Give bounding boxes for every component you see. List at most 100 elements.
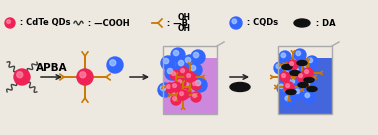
Polygon shape <box>278 58 332 114</box>
Ellipse shape <box>294 19 310 27</box>
Ellipse shape <box>290 70 300 75</box>
Circle shape <box>297 72 307 82</box>
Text: : CQDs: : CQDs <box>244 18 278 28</box>
Circle shape <box>176 58 190 72</box>
Circle shape <box>277 82 289 94</box>
Circle shape <box>194 52 199 58</box>
Text: : —B: : —B <box>164 18 188 28</box>
Circle shape <box>284 71 288 76</box>
Ellipse shape <box>282 65 292 70</box>
Circle shape <box>195 80 201 86</box>
Circle shape <box>161 56 175 70</box>
Circle shape <box>176 78 186 88</box>
Circle shape <box>191 80 201 90</box>
Circle shape <box>276 64 280 69</box>
Circle shape <box>183 55 197 69</box>
Circle shape <box>305 70 308 73</box>
Circle shape <box>232 19 237 24</box>
Text: : —COOH: : —COOH <box>85 18 130 28</box>
Circle shape <box>281 53 286 58</box>
Circle shape <box>294 68 299 73</box>
Circle shape <box>305 81 310 86</box>
Circle shape <box>77 69 93 85</box>
Circle shape <box>187 74 191 77</box>
Circle shape <box>167 68 173 74</box>
Circle shape <box>181 88 191 98</box>
Circle shape <box>172 72 175 75</box>
Circle shape <box>305 93 310 98</box>
Circle shape <box>163 58 169 64</box>
Circle shape <box>280 72 290 82</box>
Ellipse shape <box>230 82 250 92</box>
Circle shape <box>279 51 291 63</box>
Text: OH: OH <box>178 24 191 33</box>
Circle shape <box>193 94 197 97</box>
Circle shape <box>181 69 184 72</box>
Circle shape <box>284 82 294 92</box>
Circle shape <box>291 59 296 64</box>
Circle shape <box>282 69 294 81</box>
Polygon shape <box>163 58 217 114</box>
Circle shape <box>180 92 183 95</box>
Circle shape <box>296 51 301 56</box>
Ellipse shape <box>297 60 307 65</box>
Circle shape <box>230 17 242 29</box>
Circle shape <box>274 62 286 74</box>
Circle shape <box>185 72 195 82</box>
Circle shape <box>171 95 181 105</box>
Circle shape <box>14 69 30 85</box>
Ellipse shape <box>304 77 314 82</box>
Circle shape <box>80 72 86 78</box>
Circle shape <box>183 90 186 94</box>
Circle shape <box>191 92 201 102</box>
Circle shape <box>193 78 207 92</box>
Circle shape <box>191 65 196 71</box>
Circle shape <box>179 67 189 77</box>
Circle shape <box>289 57 301 69</box>
Circle shape <box>173 97 177 100</box>
Circle shape <box>302 61 314 73</box>
Circle shape <box>174 50 179 56</box>
Circle shape <box>189 75 192 78</box>
Circle shape <box>5 18 15 28</box>
Circle shape <box>294 49 306 61</box>
Circle shape <box>178 60 184 66</box>
Circle shape <box>285 96 290 101</box>
Circle shape <box>173 84 177 87</box>
Circle shape <box>178 90 188 100</box>
Circle shape <box>187 73 197 83</box>
Circle shape <box>185 57 191 63</box>
Circle shape <box>165 83 175 93</box>
Circle shape <box>279 84 284 89</box>
Circle shape <box>171 82 181 92</box>
Circle shape <box>160 85 166 91</box>
Ellipse shape <box>286 90 296 94</box>
Circle shape <box>303 91 315 103</box>
Circle shape <box>282 74 285 77</box>
Circle shape <box>290 62 293 65</box>
Circle shape <box>303 79 315 91</box>
Circle shape <box>165 66 179 80</box>
Circle shape <box>295 89 300 94</box>
Circle shape <box>178 80 181 84</box>
Circle shape <box>308 58 313 63</box>
Circle shape <box>288 60 298 70</box>
Circle shape <box>299 74 302 77</box>
Circle shape <box>286 84 290 87</box>
Circle shape <box>292 66 304 78</box>
Circle shape <box>7 20 11 23</box>
Circle shape <box>191 50 205 64</box>
Circle shape <box>158 83 172 97</box>
Circle shape <box>110 60 116 66</box>
Circle shape <box>107 57 123 73</box>
Text: : DA: : DA <box>313 18 336 28</box>
Circle shape <box>193 82 197 85</box>
Circle shape <box>304 63 308 68</box>
Circle shape <box>17 72 23 78</box>
Text: APBA: APBA <box>36 63 67 73</box>
Circle shape <box>170 70 180 80</box>
Circle shape <box>299 72 311 84</box>
Circle shape <box>290 79 294 84</box>
Ellipse shape <box>307 87 317 92</box>
Circle shape <box>301 74 305 79</box>
